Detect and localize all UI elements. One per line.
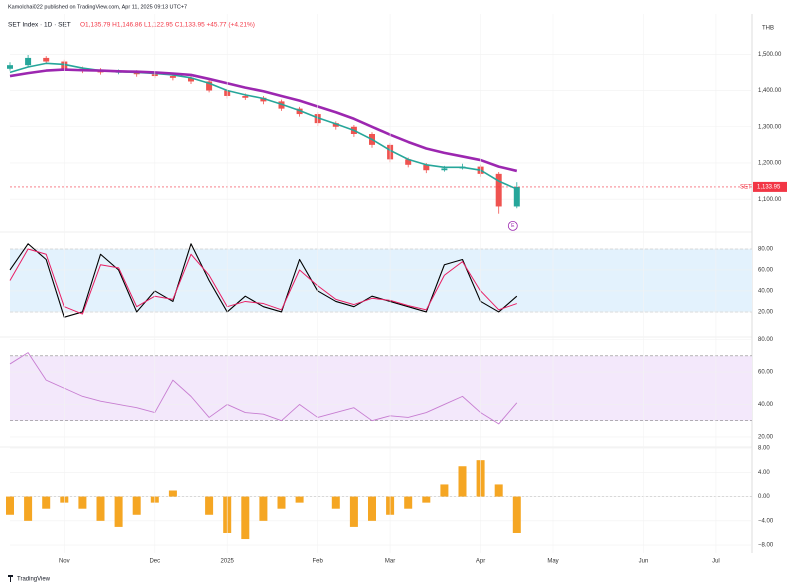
y-tick-label: 4.00 [758,470,770,476]
candle-body [405,159,412,165]
candle-body [260,97,267,102]
y-tick-label: 80.00 [758,247,774,253]
series-line [9,248,517,315]
candle-body [513,186,520,207]
y-tick-label: 40.00 [758,289,774,295]
y-tick-label: 1,300.00 [758,124,782,130]
ohlc: O1,135.79 H1,146.86 L1,122.95 C1,133.95 … [80,22,255,29]
bar [494,484,503,497]
candle-body [441,168,448,171]
bar [422,496,431,503]
bar [512,496,521,533]
symbol: SET Index · 1D · SET [8,22,71,29]
y-tick-label: 20.00 [758,310,774,316]
y-tick-label: 0.00 [758,494,770,500]
bar [42,496,51,509]
candle-body [169,76,176,78]
event-marker-label: E [511,223,515,229]
bar [132,496,141,515]
currency: THB [762,26,774,32]
last-price-tag: SET [740,184,752,190]
y-tick-label: −4.00 [758,518,774,524]
bar [6,496,14,515]
candle-body [25,57,32,66]
y-tick-label: 80.00 [758,337,774,343]
bar [96,496,105,521]
series-line [9,243,518,318]
y-tick-label: 1,200.00 [758,161,782,167]
brand: TradingView [17,577,51,583]
brand-logo [8,575,13,582]
candle-body [495,173,502,207]
x-tick-label: Dec [149,559,160,565]
y-tick-label: 20.00 [758,434,774,440]
last-price-label: 1,133.95 [757,184,781,190]
bar [168,490,177,497]
bar [440,484,449,497]
bar [349,496,358,527]
y-tick-label: −8.00 [758,543,774,549]
bar [114,496,123,527]
y-tick-label: 8.00 [758,446,770,452]
bar [331,496,340,509]
bar [259,496,268,521]
published-note: Kamolchai022 published on TradingView.co… [8,4,187,10]
x-tick-label: 2025 [221,559,235,565]
x-tick-label: Mar [385,559,395,565]
candle-body [242,95,249,98]
candle-body [332,123,339,127]
bar [277,496,286,509]
bar [404,496,413,509]
event-marker [507,220,518,231]
bar [24,496,33,521]
candle-body [188,77,194,82]
x-tick-label: Nov [59,559,70,565]
bar [368,496,376,521]
y-tick-label: 1,100.00 [758,197,782,203]
y-tick-label: 1,400.00 [758,88,782,94]
candle-body [7,65,13,69]
candle-body [296,108,303,115]
x-tick-label: Apr [476,559,485,565]
bar [241,496,250,540]
series-line [9,68,518,173]
bar [205,496,214,515]
x-tick-label: May [547,559,558,565]
candle-body [423,164,430,171]
x-tick-label: Feb [313,559,324,565]
bar [78,496,87,509]
y-tick-label: 1,500.00 [758,52,782,58]
band [10,355,752,421]
bar [458,466,467,497]
y-tick-label: 60.00 [758,268,774,274]
series-line [9,352,518,425]
candle-body [206,81,213,91]
last-price-box [753,181,787,192]
y-tick-label: 40.00 [758,402,774,408]
candle-body [43,57,50,62]
x-tick-label: Jun [639,559,649,565]
x-tick-label: Jul [712,559,720,565]
bar [295,496,304,503]
y-tick-label: 60.00 [758,370,774,376]
band [10,249,752,312]
